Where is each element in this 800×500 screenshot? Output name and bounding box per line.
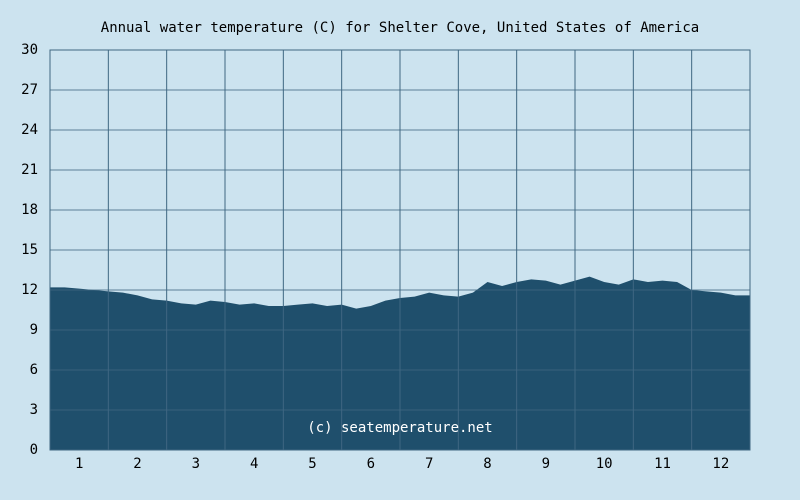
x-tick-label: 3	[192, 456, 200, 472]
x-tick-label: 7	[425, 456, 433, 472]
x-tick-label: 12	[712, 456, 729, 472]
y-tick-label: 15	[21, 242, 38, 258]
y-tick-label: 9	[30, 322, 38, 338]
plot-border	[49, 49, 751, 451]
x-tick-label: 9	[542, 456, 550, 472]
y-tick-label: 6	[30, 362, 38, 378]
x-tick-label: 5	[308, 456, 316, 472]
x-tick-label: 10	[596, 456, 613, 472]
y-tick-label: 3	[30, 402, 38, 418]
x-tick-label: 2	[133, 456, 141, 472]
x-tick-label: 6	[367, 456, 375, 472]
x-tick-label: 4	[250, 456, 258, 472]
y-tick-label: 27	[21, 82, 38, 98]
y-tick-label: 30	[21, 42, 38, 58]
y-tick-label: 18	[21, 202, 38, 218]
y-tick-label: 0	[30, 442, 38, 458]
x-tick-label: 1	[75, 456, 83, 472]
y-tick-label: 12	[21, 282, 38, 298]
y-tick-label: 24	[21, 122, 38, 138]
y-tick-label: 21	[21, 162, 38, 178]
chart-title: Annual water temperature (C) for Shelter…	[101, 20, 699, 36]
x-tick-label: 8	[483, 456, 491, 472]
x-tick-label: 11	[654, 456, 671, 472]
watermark: (c) seatemperature.net	[307, 420, 492, 436]
